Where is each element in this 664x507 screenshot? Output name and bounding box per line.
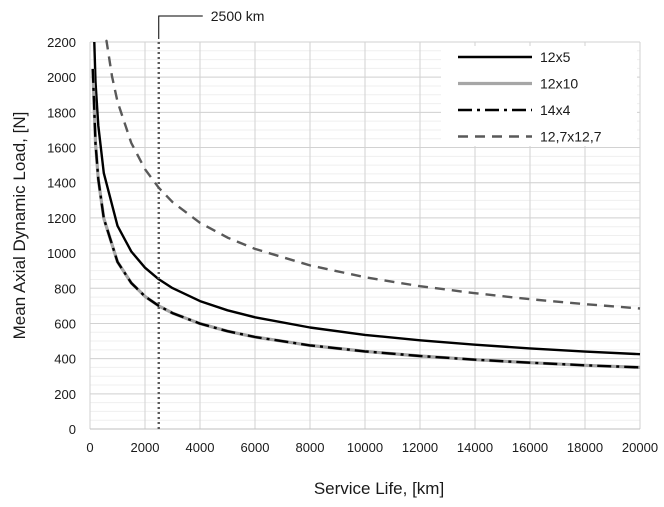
- x-tick-label: 14000: [457, 440, 493, 455]
- y-tick-label: 400: [54, 352, 76, 367]
- x-tick-label: 0: [86, 440, 93, 455]
- x-tick-label: 18000: [567, 440, 603, 455]
- x-tick-label: 4000: [186, 440, 215, 455]
- series-layer: [91, 39, 641, 369]
- y-tick-label: 200: [54, 387, 76, 402]
- y-tick-label: 1200: [47, 211, 76, 226]
- y-axis-title: Mean Axial Dynamic Load, [N]: [10, 112, 29, 340]
- annotation-layer: 2500 km: [157, 8, 265, 429]
- y-tick-label: 2200: [47, 35, 76, 50]
- x-tick-label: 2000: [131, 440, 160, 455]
- x-tick-label: 8000: [296, 440, 325, 455]
- y-tick-label: 0: [69, 422, 76, 437]
- legend-box: [441, 46, 637, 146]
- y-tick-label: 1400: [47, 176, 76, 191]
- x-tick-label: 12000: [402, 440, 438, 455]
- legend-label-2: 12x10: [540, 76, 578, 92]
- series-line-4: [105, 39, 641, 310]
- x-tick-label: 10000: [347, 440, 383, 455]
- y-tick-label: 1800: [47, 105, 76, 120]
- x-tick-label: 16000: [512, 440, 548, 455]
- legend: 12x5 12x10 14x4 12,7x12,7: [458, 49, 602, 145]
- x-tick-label: 6000: [241, 440, 270, 455]
- series-line-3: [91, 68, 641, 369]
- y-tick-label: 800: [54, 281, 76, 296]
- y-tick-label: 1600: [47, 141, 76, 156]
- legend-label-4: 12,7x12,7: [540, 129, 602, 145]
- series-line-1: [93, 41, 641, 356]
- annotation-leader: [158, 15, 203, 39]
- x-axis-title: Service Life, [km]: [314, 479, 444, 498]
- x-tick-label: 20000: [622, 440, 658, 455]
- legend-label-1: 12x5: [540, 49, 571, 65]
- y-tick-label: 600: [54, 316, 76, 331]
- axis-tick-labels: 0 2000 4000 6000 8000 10000 12000 14000 16000 180…: [47, 35, 658, 455]
- annotation-label: 2500 km: [211, 8, 265, 24]
- y-tick-label: 2000: [47, 70, 76, 85]
- y-tick-label: 1000: [47, 246, 76, 261]
- legend-label-3: 14x4: [540, 102, 571, 118]
